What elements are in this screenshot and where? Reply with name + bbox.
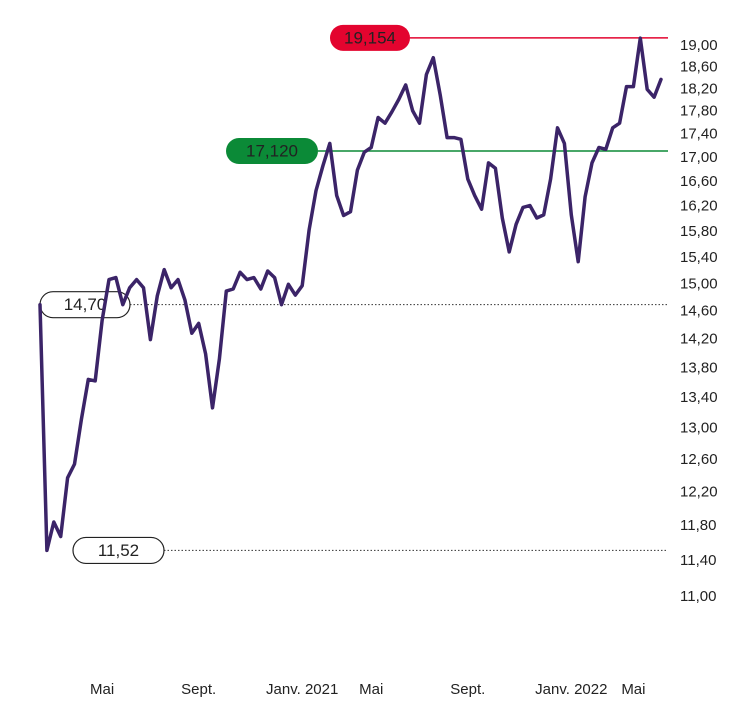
- y-tick-label: 14,20: [680, 331, 718, 348]
- y-tick-label: 18,20: [680, 80, 718, 97]
- y-tick-label: 18,60: [680, 58, 718, 75]
- y-tick-label: 13,80: [680, 359, 718, 376]
- x-tick-label: Mai: [90, 681, 114, 698]
- x-tick-label: Mai: [359, 681, 383, 698]
- reference-label: 19,154: [344, 28, 396, 47]
- y-tick-label: 11,80: [680, 517, 716, 534]
- reference-pill: [226, 138, 318, 165]
- price-line: [38, 36, 663, 553]
- x-tick-label: Sept.: [450, 681, 485, 698]
- y-tick-label: 12,20: [680, 484, 718, 501]
- reference-label: 14,70: [64, 295, 107, 314]
- reference-marker: 17,120: [226, 138, 668, 165]
- reference-marker: 14,70: [39, 291, 668, 319]
- y-tick-label: 13,00: [680, 420, 718, 437]
- y-tick-label: 12,60: [680, 451, 718, 468]
- reference-pill: [330, 24, 410, 51]
- reference-marker: 19,154: [330, 24, 668, 51]
- x-tick-label: Mai: [621, 681, 645, 698]
- y-tick-label: 11,40: [680, 552, 716, 569]
- reference-label: 11,52: [98, 541, 139, 560]
- x-tick-label: Sept.: [181, 681, 216, 698]
- y-tick-label: 17,00: [680, 149, 718, 166]
- reference-pill: [72, 536, 165, 565]
- reference-marker: 11,52: [72, 536, 668, 565]
- y-tick-label: 16,20: [680, 198, 718, 215]
- y-tick-label: 19,00: [680, 37, 718, 54]
- y-tick-label: 14,60: [680, 303, 718, 320]
- y-tick-label: 11,00: [680, 588, 716, 605]
- y-tick-label: 15,40: [680, 249, 718, 266]
- y-tick-label: 13,40: [680, 389, 718, 406]
- y-tick-label: 15,00: [680, 275, 718, 292]
- x-tick-label: Janv. 2021: [266, 681, 338, 698]
- reference-label: 17,120: [246, 142, 298, 161]
- x-tick-label: Janv. 2022: [535, 681, 607, 698]
- y-tick-label: 17,80: [680, 103, 718, 120]
- y-tick-label: 15,80: [680, 223, 718, 240]
- y-tick-label: 17,40: [680, 126, 718, 143]
- y-tick-label: 16,60: [680, 173, 718, 190]
